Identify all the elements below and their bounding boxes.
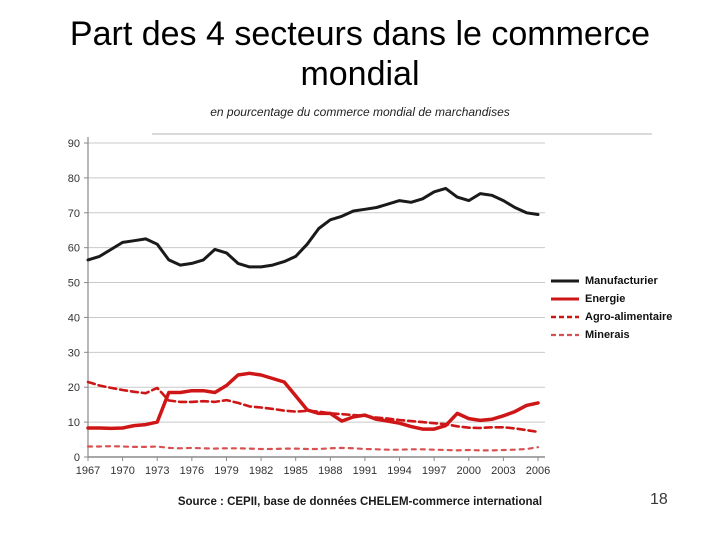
series-line-manufacturier xyxy=(86,186,540,269)
x-tick-label: 2003 xyxy=(491,465,515,477)
legend-item-manufacturier: Manufacturier xyxy=(550,274,672,287)
legend-line-swatch xyxy=(551,333,579,336)
chart-subtitle: en pourcentage du commerce mondial de ma… xyxy=(210,105,510,119)
x-tick-label: 1976 xyxy=(180,465,204,477)
y-tick-label: 40 xyxy=(68,312,80,324)
x-tick-label: 1970 xyxy=(110,465,134,477)
x-tick-label: 1967 xyxy=(76,465,100,477)
series-line-minerais xyxy=(86,445,540,452)
y-tick-label: 50 xyxy=(68,278,80,290)
legend-item-energie: Energie xyxy=(550,292,672,305)
y-tick-label: 60 xyxy=(68,243,80,255)
x-tick-label: 2000 xyxy=(457,465,481,477)
series-line-agro-alimentaire xyxy=(86,380,540,434)
y-tick-label: 90 xyxy=(68,138,80,150)
y-tick-label: 10 xyxy=(68,417,80,429)
x-tick-label: 1973 xyxy=(145,465,169,477)
legend-label: Agro-alimentaire xyxy=(585,310,673,323)
x-tick-label: 1991 xyxy=(353,465,377,477)
legend-label: Energie xyxy=(585,292,626,305)
page-number: 18 xyxy=(650,491,668,508)
legend-label: Manufacturier xyxy=(585,274,658,287)
legend-line-swatch xyxy=(551,279,579,282)
y-tick-label: 0 xyxy=(74,452,80,464)
y-tick-label: 20 xyxy=(68,382,80,394)
source-caption: Source : CEPII, base de données CHELEM-c… xyxy=(177,496,543,508)
y-tick-label: 30 xyxy=(68,347,80,359)
y-tick-label: 80 xyxy=(68,173,80,185)
x-tick-label: 1994 xyxy=(387,465,411,477)
series-line-energie xyxy=(86,371,540,431)
slide-title: Part des 4 secteurs dans le commerce mon… xyxy=(69,15,651,93)
chart-legend: Manufacturier Energie Agro-alimentaire M… xyxy=(550,274,672,346)
x-tick-label: 1985 xyxy=(283,465,307,477)
legend-item-agro-alimentaire: Agro-alimentaire xyxy=(550,310,672,323)
legend-line-swatch xyxy=(551,297,579,300)
x-tick-label: 1982 xyxy=(249,465,273,477)
y-tick-label: 70 xyxy=(68,208,80,220)
legend-label: Minerais xyxy=(585,328,630,341)
x-tick-label: 2006 xyxy=(526,465,550,477)
x-tick-label: 1979 xyxy=(214,465,238,477)
x-tick-label: 1988 xyxy=(318,465,342,477)
legend-line-swatch xyxy=(551,315,579,318)
x-tick-label: 1997 xyxy=(422,465,446,477)
legend-item-minerais: Minerais xyxy=(550,328,672,341)
